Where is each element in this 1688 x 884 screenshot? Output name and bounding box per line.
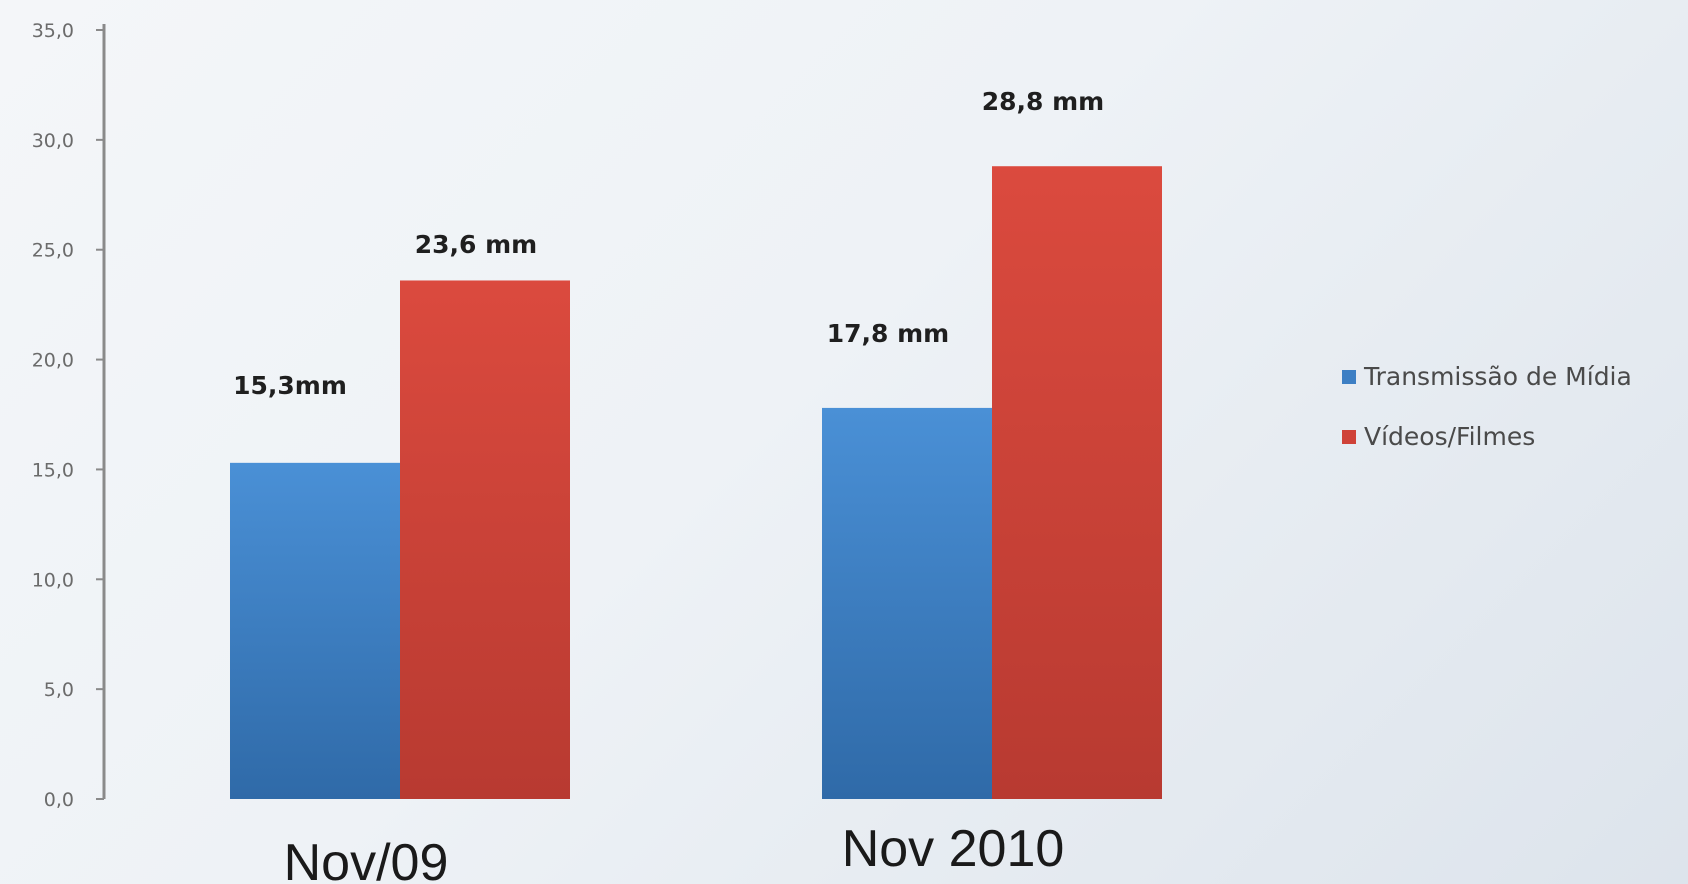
bar-transmissao-0	[230, 462, 400, 799]
data-labels: 15,3mm 23,6 mm 17,8 mm 28,8 mm	[233, 87, 1104, 400]
legend-swatch	[1342, 370, 1356, 384]
data-label: 15,3mm	[233, 371, 347, 400]
legend-label: Transmissão de Mídia	[1363, 362, 1632, 391]
y-tick-label: 5,0	[44, 679, 74, 701]
legend-label: Vídeos/Filmes	[1364, 422, 1535, 451]
data-label: 17,8 mm	[827, 319, 950, 348]
bar-videos-0	[400, 280, 570, 800]
y-tick-label: 0,0	[44, 789, 74, 811]
legend: Transmissão de Mídia Vídeos/Filmes	[1342, 362, 1632, 451]
y-axis: 0,0 5,0 10,0 15,0 20,0 25,0 30,0 35,0	[32, 20, 106, 811]
y-tick-label: 30,0	[32, 130, 74, 152]
bar-videos-1	[992, 166, 1162, 800]
y-tick-label: 20,0	[32, 350, 74, 372]
bars	[230, 166, 1162, 800]
bar-transmissao-1	[822, 407, 992, 799]
legend-swatch	[1342, 430, 1356, 444]
data-label: 28,8 mm	[982, 87, 1105, 116]
category-labels: Nov/09 Nov 2010	[284, 820, 1065, 884]
y-tick-label: 15,0	[32, 459, 74, 481]
y-tick-label: 35,0	[32, 20, 74, 42]
x-category-label: Nov 2010	[842, 820, 1065, 878]
y-tick-label: 25,0	[32, 240, 74, 262]
x-category-label: Nov/09	[284, 834, 449, 884]
y-tick-label: 10,0	[32, 569, 74, 591]
data-label: 23,6 mm	[415, 230, 538, 259]
